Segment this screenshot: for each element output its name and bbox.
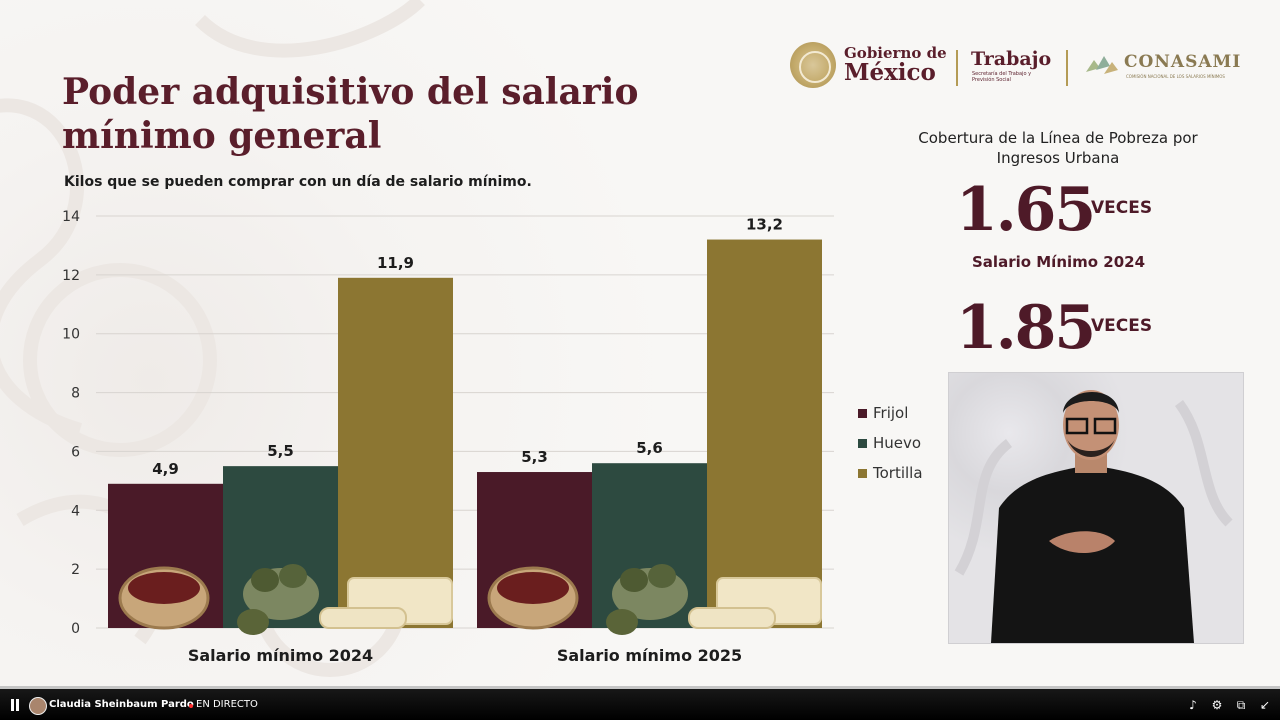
y-tick-label: 14 — [62, 209, 80, 225]
legend-swatch-huevo — [858, 438, 867, 448]
data-label: 5,5 — [267, 442, 294, 460]
settings-gear-icon[interactable]: ⚙ — [1211, 698, 1223, 712]
slide-title-line2: mínimo general — [62, 115, 382, 157]
bar-tortilla — [338, 277, 453, 628]
pause-icon[interactable] — [9, 699, 21, 711]
gob-logo-line2: México — [844, 59, 936, 86]
channel-name[interactable]: Claudia Sheinbaum Pardo — [49, 699, 194, 710]
avocado-icon — [648, 564, 676, 588]
legend-label-tortilla: Tortilla — [873, 464, 923, 482]
avocado-icon — [620, 568, 648, 592]
y-tick-label: 8 — [71, 386, 80, 402]
chart-legend: Frijol Huevo Tortilla — [858, 398, 923, 488]
data-label: 11,9 — [377, 254, 414, 272]
bar-chart: 0 2 4 6 8 10 12 14 4,9 5,5 11,9 Salario mínimo 2024… — [62, 209, 834, 665]
cobertura-unit-2024: VECES — [1091, 198, 1153, 218]
y-tick-label: 0 — [71, 621, 80, 637]
video-player-bar — [0, 686, 1280, 720]
bar-tortilla — [707, 239, 822, 629]
slide-title-line1: Poder adquisitivo del salario — [62, 71, 639, 113]
legend-item-frijol: Frijol — [858, 398, 923, 428]
logo-divider — [1066, 50, 1068, 86]
data-label: 5,3 — [521, 448, 548, 466]
legend-label-frijol: Frijol — [873, 404, 909, 422]
slide-title: Poder adquisitivo del salario mínimo gen… — [62, 70, 662, 158]
beans-icon — [497, 572, 569, 604]
data-label: 4,9 — [152, 460, 179, 478]
conasami-logo-subtitle: COMISIÓN NACIONAL DE LOS SALARIOS MÍNIMO… — [1126, 74, 1225, 79]
x-category-label: Salario mínimo 2025 — [557, 646, 742, 665]
cobertura-unit-2025: VECES — [1091, 316, 1153, 336]
live-indicator-icon — [189, 704, 193, 708]
conasami-leaf-icon — [1086, 56, 1118, 74]
channel-avatar[interactable] — [29, 697, 47, 715]
chart-subtitle: Kilos que se pueden comprar con un día d… — [64, 174, 532, 190]
interpreter-figure — [954, 390, 1233, 643]
live-label: EN DIRECTO — [196, 699, 258, 710]
avocado-icon — [251, 568, 279, 592]
video-progress-bar[interactable] — [0, 686, 1280, 689]
presentation-slide: Poder adquisitivo del salario mínimo gen… — [0, 0, 1280, 686]
y-tick-label: 10 — [62, 327, 80, 343]
beans-icon — [128, 572, 200, 604]
avocado-icon — [606, 609, 638, 635]
logo-divider — [956, 50, 958, 86]
avocado-icon — [237, 609, 269, 635]
legend-swatch-tortilla — [858, 468, 867, 478]
legend-swatch-frijol — [858, 408, 867, 418]
minimize-icon[interactable]: ↙ — [1259, 698, 1271, 712]
trabajo-logo: Trabajo — [971, 48, 1052, 70]
sign-language-interpreter-video — [948, 372, 1244, 644]
avocado-icon — [279, 564, 307, 588]
share-icon[interactable]: ⧉ — [1236, 698, 1246, 712]
data-label: 13,2 — [746, 216, 783, 234]
tortilla-roll-icon — [319, 607, 407, 629]
conasami-logo: CONASAMI — [1124, 52, 1242, 72]
cobertura-title: Cobertura de la Línea de Pobreza por Ing… — [918, 129, 1198, 167]
y-tick-label: 4 — [71, 503, 80, 519]
y-tick-label: 2 — [71, 562, 80, 578]
trabajo-logo-subtitle: Secretaría del Trabajo y Previsión Socia… — [972, 71, 1032, 83]
volume-icon[interactable]: ♪ — [1189, 698, 1197, 712]
legend-item-tortilla: Tortilla — [858, 458, 923, 488]
gob-logo-line1: Gobierno de — [844, 44, 947, 62]
cobertura-label-2024: Salario Mínimo 2024 — [972, 253, 1146, 271]
tortilla-roll-icon — [688, 607, 776, 629]
cobertura-value-2025: 1.85 — [956, 293, 1096, 363]
legend-item-huevo: Huevo — [858, 428, 923, 458]
x-category-label: Salario mínimo 2024 — [188, 646, 373, 665]
legend-label-huevo: Huevo — [873, 434, 922, 452]
cobertura-value-2024: 1.65 — [956, 175, 1096, 245]
data-label: 5,6 — [636, 439, 663, 457]
y-tick-label: 6 — [71, 444, 80, 460]
coat-of-arms-icon — [790, 42, 836, 88]
header-logos: Gobierno de México Trabajo Secretaría de… — [790, 40, 1250, 96]
y-tick-label: 12 — [62, 268, 80, 284]
